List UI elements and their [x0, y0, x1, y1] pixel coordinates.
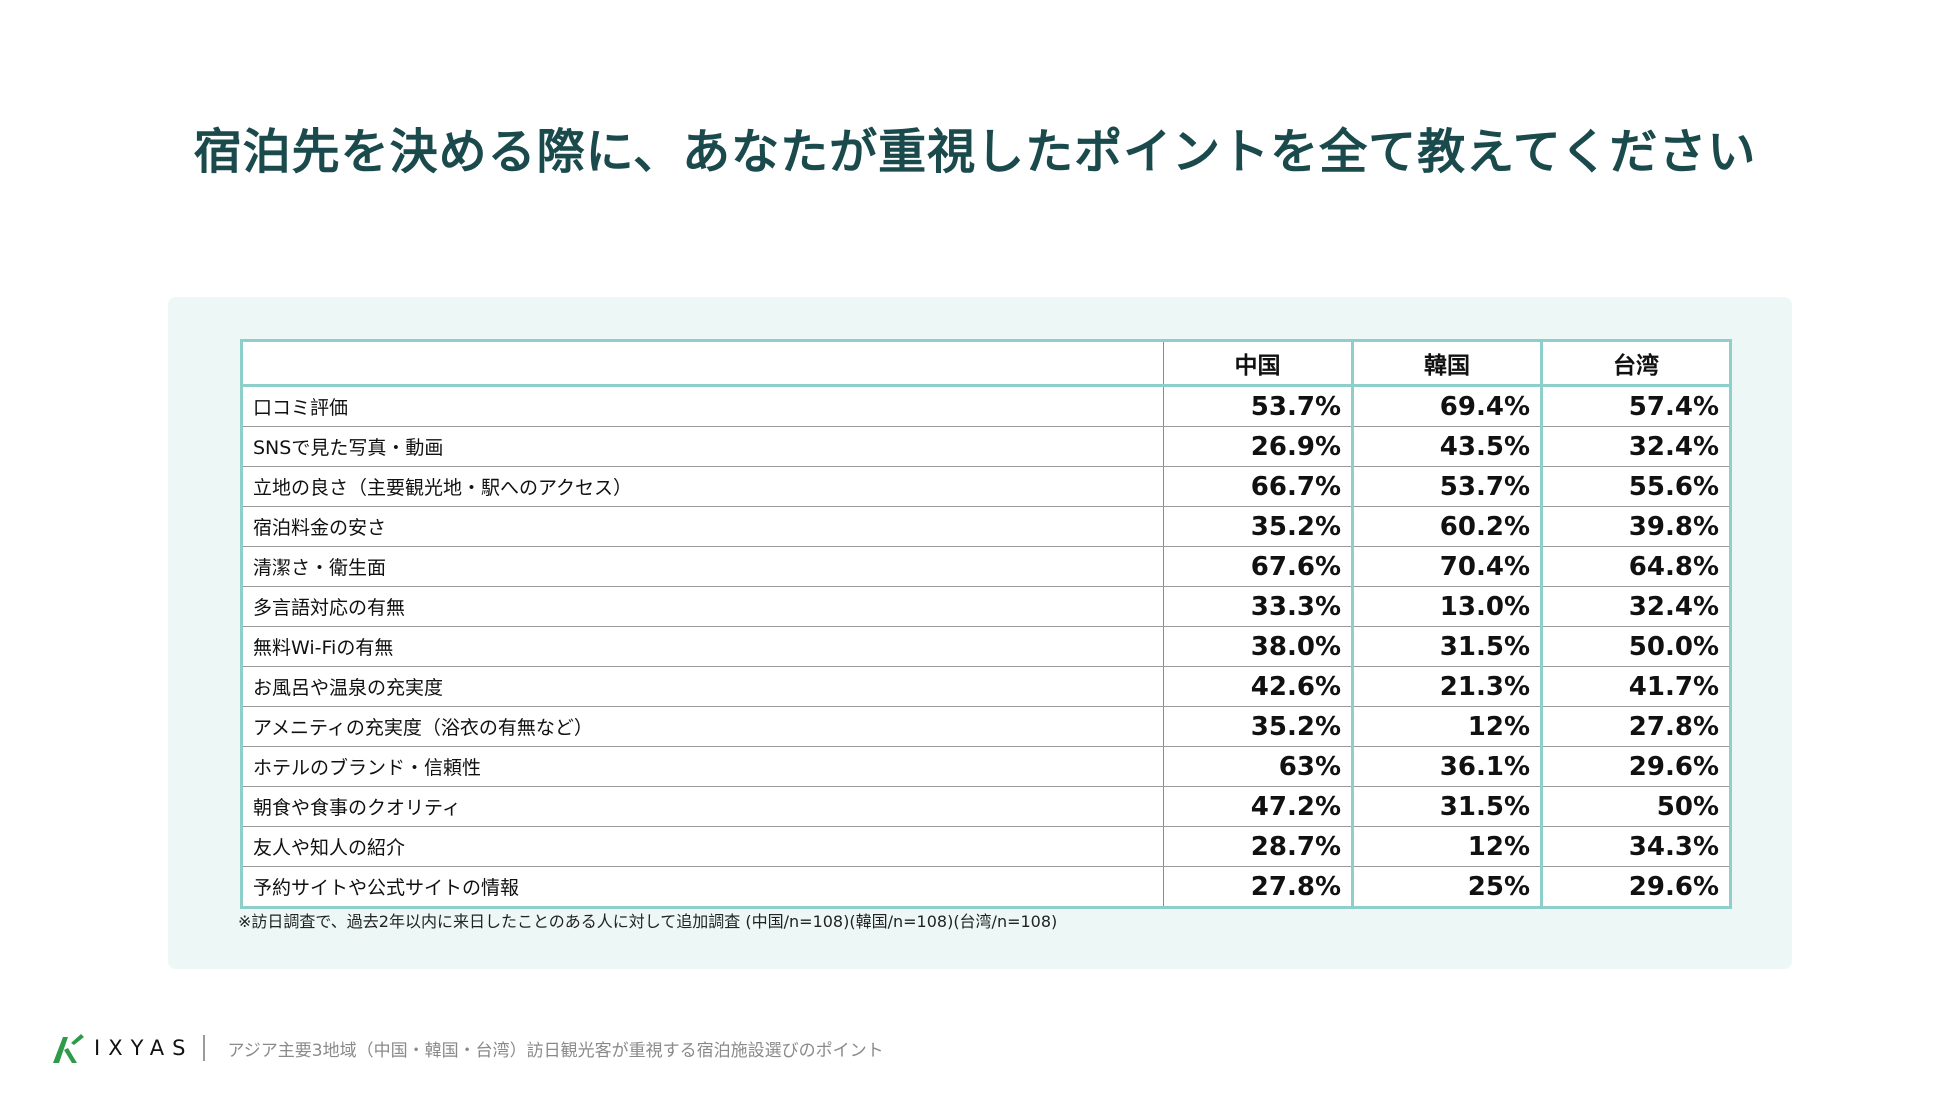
china-value: 38.0%: [1163, 626, 1354, 667]
header-taiwan: 台湾: [1541, 340, 1732, 387]
korea-value: 25%: [1352, 866, 1543, 908]
page-title: 宿泊先を決める際に、あなたが重視したポイントを全て教えてください: [193, 124, 1757, 180]
korea-value: 31.5%: [1352, 626, 1543, 667]
table-row: 清潔さ・衛生面 67.6% 70.4% 64.8%: [241, 546, 1731, 587]
header-china: 中国: [1163, 340, 1354, 387]
taiwan-value: 55.6%: [1541, 466, 1731, 507]
ixyas-logo-icon: [53, 1034, 84, 1063]
table-row: アメニティの充実度（浴衣の有無など） 35.2% 12% 27.8%: [241, 706, 1731, 747]
row-label: アメニティの充実度（浴衣の有無など）: [241, 706, 1164, 747]
footer-divider: [203, 1035, 206, 1061]
korea-value: 21.3%: [1352, 666, 1543, 707]
korea-value: 60.2%: [1352, 506, 1543, 547]
row-label: 宿泊料金の安さ: [241, 506, 1164, 547]
row-label: ホテルのブランド・信頼性: [241, 746, 1164, 787]
header-korea: 韓国: [1352, 340, 1543, 387]
row-label: SNSで見た写真・動画: [241, 426, 1164, 467]
taiwan-value: 29.6%: [1541, 746, 1731, 787]
china-value: 42.6%: [1163, 666, 1354, 707]
logo-wordmark: IXYAS: [94, 1036, 194, 1060]
footer-caption: アジア主要3地域（中国・韓国・台湾）訪日観光客が重視する宿泊施設選びのポイント: [227, 1040, 884, 1061]
footer: IXYAS アジア主要3地域（中国・韓国・台湾）訪日観光客が重視する宿泊施設選び…: [50, 1030, 884, 1066]
china-value: 67.6%: [1163, 546, 1354, 587]
taiwan-value: 50%: [1541, 786, 1731, 827]
china-value: 28.7%: [1163, 826, 1354, 867]
china-value: 35.2%: [1163, 706, 1354, 747]
china-value: 27.8%: [1163, 866, 1354, 908]
korea-value: 69.4%: [1352, 385, 1543, 427]
china-value: 47.2%: [1163, 786, 1354, 827]
taiwan-value: 34.3%: [1541, 826, 1731, 867]
row-label: 多言語対応の有無: [241, 586, 1164, 627]
taiwan-value: 39.8%: [1541, 506, 1731, 547]
taiwan-value: 50.0%: [1541, 626, 1731, 667]
table-row: お風呂や温泉の充実度 42.6% 21.3% 41.7%: [241, 666, 1731, 707]
china-value: 35.2%: [1163, 506, 1354, 547]
row-label: 予約サイトや公式サイトの情報: [241, 866, 1164, 908]
korea-value: 12%: [1352, 706, 1543, 747]
china-value: 33.3%: [1163, 586, 1354, 627]
taiwan-value: 32.4%: [1541, 586, 1731, 627]
row-label: お風呂や温泉の充実度: [241, 666, 1164, 707]
taiwan-value: 32.4%: [1541, 426, 1731, 467]
taiwan-value: 41.7%: [1541, 666, 1731, 707]
table-row: 多言語対応の有無 33.3% 13.0% 32.4%: [241, 586, 1731, 627]
table-row: 宿泊料金の安さ 35.2% 60.2% 39.8%: [241, 506, 1731, 547]
row-label: 清潔さ・衛生面: [241, 546, 1164, 587]
row-label: 友人や知人の紹介: [241, 826, 1164, 867]
row-label: 口コミ評価: [241, 385, 1164, 427]
row-label: 立地の良さ（主要観光地・駅へのアクセス）: [241, 466, 1164, 507]
china-value: 66.7%: [1163, 466, 1354, 507]
row-label: 無料Wi-Fiの有無: [241, 626, 1164, 667]
taiwan-value: 57.4%: [1541, 385, 1731, 427]
korea-value: 36.1%: [1352, 746, 1543, 787]
korea-value: 13.0%: [1352, 586, 1543, 627]
table-row: 予約サイトや公式サイトの情報 27.8% 25% 29.6%: [241, 866, 1731, 908]
table-header-row: 中国 韓国 台湾: [241, 340, 1732, 387]
korea-value: 12%: [1352, 826, 1543, 867]
table-row: 無料Wi-Fiの有無 38.0% 31.5% 50.0%: [241, 626, 1731, 667]
china-value: 53.7%: [1163, 385, 1354, 427]
table-row: 口コミ評価 53.7% 69.4% 57.4%: [241, 385, 1731, 427]
taiwan-value: 64.8%: [1541, 546, 1731, 587]
table-row: 朝食や食事のクオリティ 47.2% 31.5% 50%: [241, 786, 1731, 827]
header-blank-cell: [241, 340, 1164, 387]
korea-value: 31.5%: [1352, 786, 1543, 827]
korea-value: 43.5%: [1352, 426, 1543, 467]
korea-value: 53.7%: [1352, 466, 1543, 507]
survey-results-table: 中国 韓国 台湾 口コミ評価 53.7% 69.4% 57.4% SNSで見た写…: [240, 339, 1732, 909]
table-row: ホテルのブランド・信頼性 63% 36.1% 29.6%: [241, 746, 1731, 787]
table-footnote: ※訪日調査で、過去2年以内に来日したことのある人に対して追加調査 (中国/n=1…: [238, 912, 1058, 931]
taiwan-value: 29.6%: [1628, 871, 1719, 902]
china-value: 63%: [1163, 746, 1354, 787]
china-value: 26.9%: [1163, 426, 1354, 467]
korea-value: 70.4%: [1352, 546, 1543, 587]
table-row: 立地の良さ（主要観光地・駅へのアクセス） 66.7% 53.7% 55.6%: [241, 466, 1731, 507]
taiwan-value: 27.8%: [1541, 706, 1731, 747]
row-label: 朝食や食事のクオリティ: [241, 786, 1164, 827]
table-row: SNSで見た写真・動画 26.9% 43.5% 32.4%: [241, 426, 1731, 467]
table-row: 友人や知人の紹介 28.7% 12% 34.3%: [241, 826, 1731, 867]
